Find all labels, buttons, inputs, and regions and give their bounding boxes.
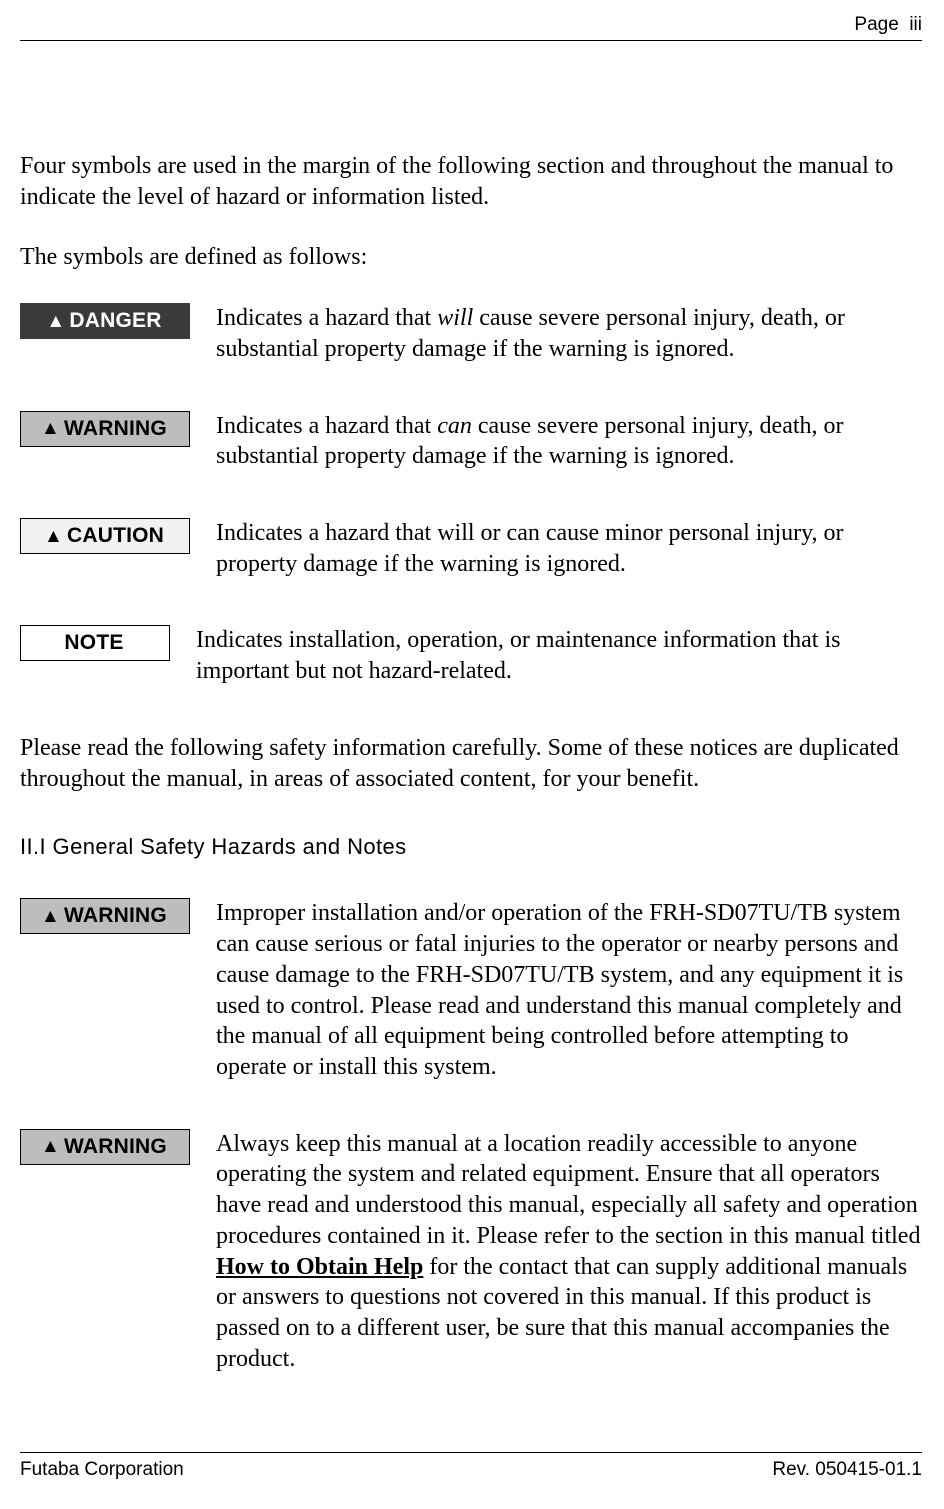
how-to-obtain-help-link: How to Obtain Help <box>216 1254 423 1280</box>
badge-label: DANGER <box>69 309 161 333</box>
badge-label: WARNING <box>64 904 167 928</box>
alert-icon: ▲ <box>46 312 65 331</box>
page-number: iii <box>909 14 922 35</box>
caution-badge: ▲ CAUTION <box>20 518 190 554</box>
intro-paragraph-1: Four symbols are used in the margin of t… <box>20 151 922 212</box>
note-badge: NOTE <box>20 625 170 661</box>
page-content: Four symbols are used in the margin of t… <box>20 41 922 1374</box>
definition-row: ▲ DANGER Indicates a hazard that will ca… <box>20 303 922 364</box>
definition-row: NOTE Indicates installation, operation, … <box>20 625 922 686</box>
hazard-text: Always keep this manual at a location re… <box>216 1129 922 1375</box>
definition-text: Indicates a hazard that will cause sever… <box>216 303 922 364</box>
footer-left: Futaba Corporation <box>20 1459 184 1481</box>
section-heading: II.I General Safety Hazards and Notes <box>20 834 922 860</box>
hazard-row: ▲ WARNING Always keep this manual at a l… <box>20 1129 922 1375</box>
alert-icon: ▲ <box>41 907 60 926</box>
definition-text: Indicates a hazard that will or can caus… <box>216 518 922 579</box>
definition-text: Indicates installation, operation, or ma… <box>196 625 922 686</box>
intro-paragraph-2: The symbols are defined as follows: <box>20 242 922 273</box>
definition-text: Indicates a hazard that can cause severe… <box>216 411 922 472</box>
page-label: Page <box>854 14 898 35</box>
badge-label: WARNING <box>64 417 167 441</box>
page-header: Page iii <box>20 0 922 41</box>
danger-badge: ▲ DANGER <box>20 303 190 339</box>
definition-row: ▲ CAUTION Indicates a hazard that will o… <box>20 518 922 579</box>
footer-right: Rev. 050415-01.1 <box>772 1459 922 1481</box>
badge-label: NOTE <box>64 631 123 655</box>
hazard-text: Improper installation and/or operation o… <box>216 898 922 1082</box>
page: Page iii Four symbols are used in the ma… <box>0 0 944 1509</box>
please-read-paragraph: Please read the following safety informa… <box>20 733 922 794</box>
badge-label: WARNING <box>64 1135 167 1159</box>
warning-badge: ▲ WARNING <box>20 411 190 447</box>
alert-icon: ▲ <box>41 419 60 438</box>
definition-row: ▲ WARNING Indicates a hazard that can ca… <box>20 411 922 472</box>
alert-icon: ▲ <box>44 527 63 546</box>
page-footer: Futaba Corporation Rev. 050415-01.1 <box>20 1452 922 1481</box>
badge-label: CAUTION <box>67 524 164 548</box>
alert-icon: ▲ <box>41 1137 60 1156</box>
hazard-row: ▲ WARNING Improper installation and/or o… <box>20 898 922 1082</box>
warning-badge: ▲ WARNING <box>20 1129 190 1165</box>
warning-badge: ▲ WARNING <box>20 898 190 934</box>
